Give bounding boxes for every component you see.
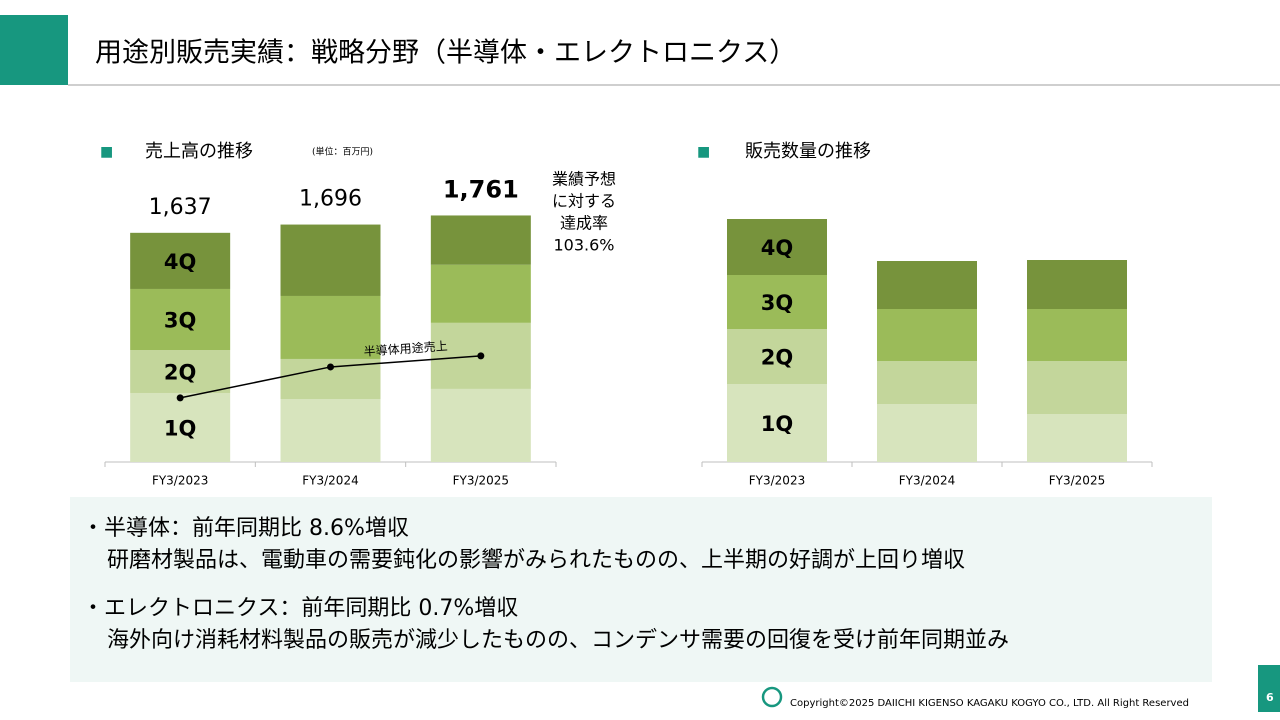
bar-segment <box>430 388 531 462</box>
bullet-square: ■ <box>697 144 710 160</box>
page-number: 6 <box>1266 691 1274 704</box>
bar-segment <box>1027 361 1127 414</box>
bar-segment <box>130 232 231 289</box>
bar-segment <box>130 350 231 393</box>
line-point <box>176 394 184 402</box>
logo <box>761 686 783 708</box>
line-label: 半導体用途売上 <box>363 338 448 359</box>
x-tick-label: FY3/2024 <box>899 474 955 488</box>
segment-label: 3Q <box>761 291 793 315</box>
x-tick-label: FY3/2025 <box>1049 474 1105 488</box>
line-point <box>477 352 485 360</box>
bar-segment <box>280 224 381 296</box>
bar-segment <box>877 361 977 404</box>
bar-segment <box>430 215 531 265</box>
chart-title: 売上高の推移 <box>145 141 253 162</box>
summary-heading: ・半導体：前年同期比 8.6%増収 <box>82 516 409 541</box>
page-number-box <box>1258 665 1280 712</box>
bar-segment <box>280 399 381 462</box>
segment-label: 3Q <box>164 308 196 332</box>
bar-segment <box>727 275 827 329</box>
total-label: 1,761 <box>443 175 519 203</box>
bar-segment <box>877 309 977 361</box>
segment-label: 2Q <box>164 360 196 384</box>
slide-title: 用途別販売実績：戦略分野（半導体・エレクトロニクス） <box>95 38 796 69</box>
bar-segment <box>130 288 231 350</box>
x-tick-label: FY3/2025 <box>453 474 509 488</box>
bar-segment <box>1027 260 1127 309</box>
bar-segment <box>877 404 977 462</box>
summary-heading: ・エレクトロニクス：前年同期比 0.7%増収 <box>82 596 518 621</box>
summary-text: 研磨材製品は、電動車の需要鈍化の影響がみられたものの、上半期の好調が上回り増収 <box>107 548 965 573</box>
segment-label: 4Q <box>761 236 793 260</box>
bullet-square: ■ <box>100 144 113 160</box>
x-tick-label: FY3/2024 <box>302 474 358 488</box>
segment-label: 4Q <box>164 250 196 274</box>
bar-segment <box>130 392 231 462</box>
annotation: 達成率 <box>560 214 608 233</box>
summary-text: 海外向け消耗材料製品の販売が減少したものの、コンデンサ需要の回復を受け前年同期並… <box>107 628 1009 653</box>
chart-title: 販売数量の推移 <box>745 141 871 162</box>
title-accent <box>0 15 68 85</box>
bar-segment <box>877 261 977 309</box>
bar-segment <box>727 384 827 462</box>
chart-subtitle: (単位：百万円) <box>312 146 373 158</box>
bar-segment <box>1027 414 1127 462</box>
copyright: Copyright©2025 DAIICHI KIGENSO KAGAKU KO… <box>790 698 1189 709</box>
annotation: 業績予想 <box>552 170 616 189</box>
bar-segment <box>727 219 827 275</box>
x-tick-label: FY3/2023 <box>749 474 805 488</box>
segment-label: 1Q <box>164 416 196 440</box>
bar-segment <box>727 329 827 384</box>
segment-label: 1Q <box>761 412 793 436</box>
bar-segment <box>1027 309 1127 361</box>
total-label: 1,637 <box>149 195 212 220</box>
annotation: に対する <box>552 192 616 211</box>
bar-segment <box>430 264 531 323</box>
x-tick-label: FY3/2023 <box>152 474 208 488</box>
segment-label: 2Q <box>761 346 793 370</box>
total-label: 1,696 <box>299 187 362 212</box>
bar-segment <box>280 295 381 359</box>
line-point <box>327 363 334 371</box>
annotation: 103.6% <box>553 236 614 255</box>
summary-box <box>70 497 1212 682</box>
